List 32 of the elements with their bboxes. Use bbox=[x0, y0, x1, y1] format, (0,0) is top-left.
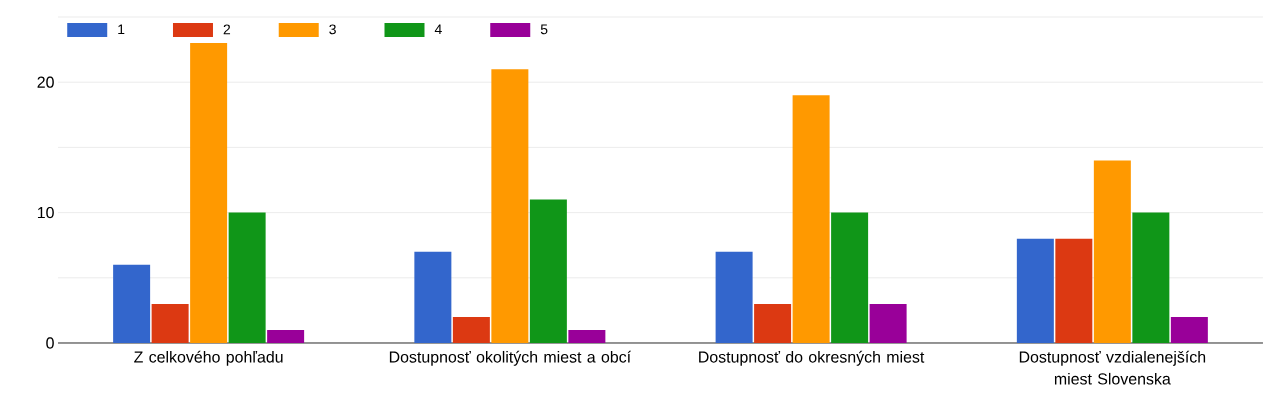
x-tick-label: Z celkového pohľadu bbox=[134, 350, 283, 366]
bar bbox=[1055, 238, 1093, 343]
legend-label: 3 bbox=[329, 24, 336, 35]
y-tick-label: 10 bbox=[37, 206, 54, 219]
bar bbox=[1016, 238, 1054, 343]
bar bbox=[414, 251, 452, 343]
bar bbox=[228, 212, 266, 343]
legend-label: 5 bbox=[540, 24, 548, 35]
bar bbox=[151, 303, 189, 343]
bar bbox=[529, 199, 567, 343]
bar bbox=[113, 264, 151, 343]
bar bbox=[1170, 316, 1208, 343]
y-tick-label: 20 bbox=[37, 76, 54, 88]
bar bbox=[452, 316, 490, 343]
x-tick-label: Dostupnosť okolitých miest a obcí bbox=[389, 350, 632, 366]
x-tick-label: Dostupnosť do okresných miest bbox=[699, 350, 925, 366]
bar bbox=[568, 329, 606, 343]
bar bbox=[1093, 160, 1131, 343]
legend-label: 1 bbox=[118, 24, 125, 35]
legend-label: 2 bbox=[223, 24, 231, 35]
bar bbox=[754, 303, 792, 343]
y-tick-label: 0 bbox=[46, 337, 54, 349]
bar bbox=[190, 43, 228, 343]
bar bbox=[1132, 212, 1170, 343]
bar bbox=[715, 251, 753, 343]
bar bbox=[869, 303, 907, 343]
bar bbox=[267, 329, 305, 343]
x-tick-label: Dostupnosť vzdialenejších miest Slovenska bbox=[1019, 350, 1206, 385]
bar bbox=[831, 212, 869, 343]
bar bbox=[491, 69, 529, 343]
bar bbox=[792, 95, 830, 343]
legend-label: 4 bbox=[434, 24, 442, 35]
